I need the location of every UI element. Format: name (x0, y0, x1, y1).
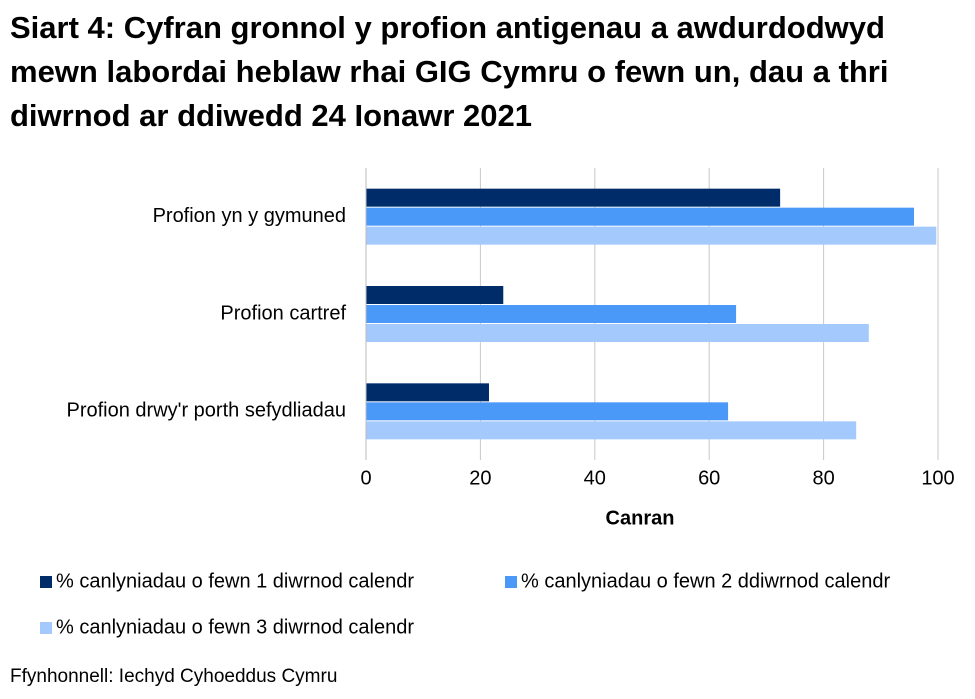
bar (366, 226, 937, 245)
bar (366, 383, 489, 402)
legend-label: % canlyniadau o fewn 2 ddiwrnod calendr (521, 570, 890, 592)
chart-title: Siart 4: Cyfran gronnol y profion antige… (10, 10, 889, 133)
x-tick-label: 40 (584, 467, 606, 489)
bar (366, 207, 914, 226)
legend-swatch (505, 576, 517, 588)
x-tick-label: 20 (469, 467, 491, 489)
y-tick-label: Profion yn y gymuned (153, 205, 346, 227)
x-axis-label: Canran (606, 507, 675, 529)
bar (366, 402, 729, 421)
legend-swatch (40, 622, 52, 634)
bar (366, 286, 504, 304)
source: Ffynhonnell: Iechyd Cyhoeddus Cymru (10, 666, 337, 687)
legend-label: % canlyniadau o fewn 3 diwrnod calendr (56, 616, 414, 638)
bar (366, 188, 781, 207)
x-tick-label: 60 (698, 467, 720, 489)
x-tick-label: 0 (360, 467, 371, 489)
y-tick-label: Profion cartref (220, 302, 346, 324)
bar (366, 305, 737, 323)
y-tick-label: Profion drwy'r porth sefydliadau (66, 400, 346, 422)
bar (366, 421, 857, 440)
x-tick-label: 80 (812, 467, 834, 489)
legend-swatch (40, 576, 52, 588)
bar (366, 324, 869, 342)
legend-label: % canlyniadau o fewn 1 diwrnod calendr (56, 570, 414, 592)
x-tick-label: 100 (921, 467, 954, 489)
